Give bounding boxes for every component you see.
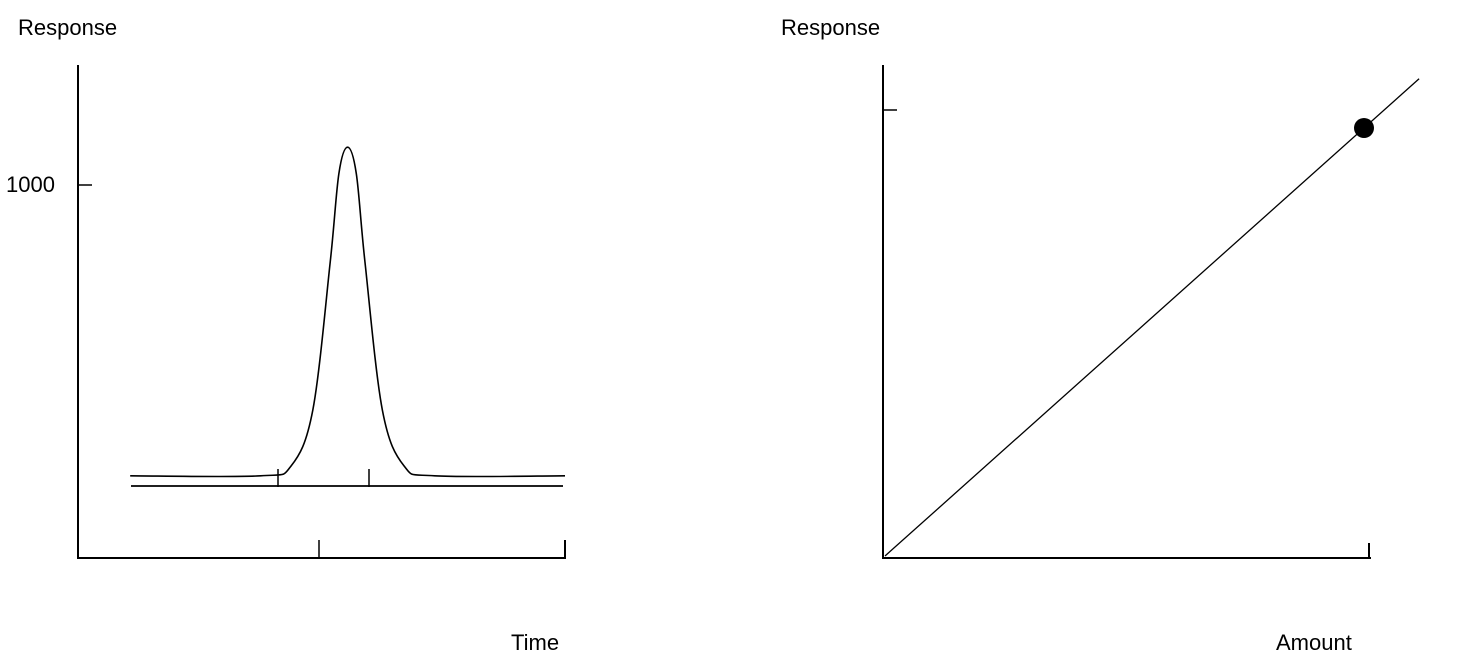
right-x-axis-label: Amount xyxy=(1276,630,1352,655)
left-y-tick-label-1000: 1000 xyxy=(6,172,55,197)
left-y-axis-label: Response xyxy=(18,15,118,40)
right-chart xyxy=(882,65,1420,559)
left-chart xyxy=(77,65,566,559)
left-x-axis-label: Time xyxy=(511,630,560,655)
right-calibration-point xyxy=(1354,118,1374,138)
right-calibration-line xyxy=(884,78,1420,557)
right-y-axis-label: Response xyxy=(781,15,881,40)
left-peak-curve xyxy=(130,146,566,478)
